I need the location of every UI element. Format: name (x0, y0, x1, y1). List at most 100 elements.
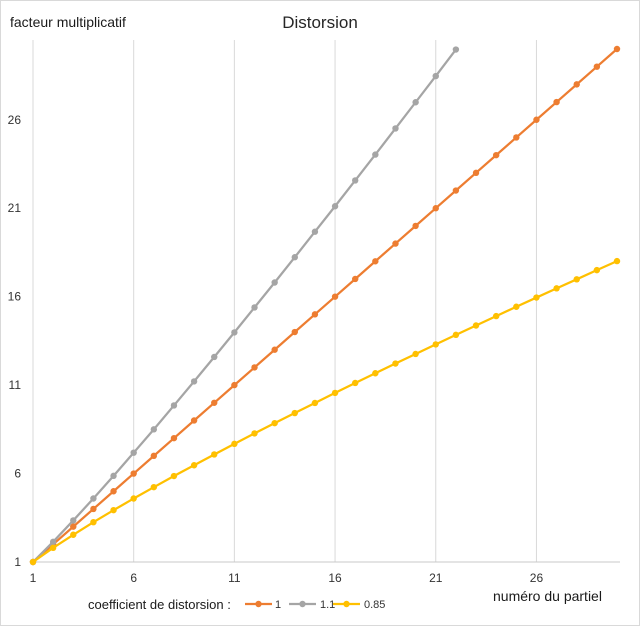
data-point (190, 462, 198, 469)
data-point (190, 417, 198, 424)
data-point (211, 353, 218, 361)
data-point (472, 322, 480, 329)
legend-title: coefficient de distorsion : (88, 597, 231, 612)
data-point (452, 187, 460, 194)
series-0-85 (29, 257, 621, 566)
y-tick-label: 6 (14, 467, 21, 481)
data-point (593, 266, 601, 274)
x-tick-label: 26 (530, 571, 544, 585)
data-point (372, 370, 379, 377)
data-point (70, 523, 77, 530)
data-point (70, 517, 77, 524)
y-tick-label: 11 (9, 378, 22, 392)
x-tick-label: 16 (328, 571, 342, 585)
gridlines (32, 40, 537, 562)
data-point (331, 203, 339, 210)
data-point (513, 303, 520, 310)
data-point (352, 379, 359, 387)
data-point (110, 472, 117, 480)
data-point (291, 409, 298, 417)
data-point (231, 329, 238, 336)
legend-item-1: 1 (245, 599, 281, 611)
data-point (372, 151, 379, 158)
data-point (251, 430, 258, 437)
data-point (392, 125, 399, 132)
data-point (513, 134, 520, 141)
chart-title: Distorsion (282, 13, 358, 32)
x-tick-labels: 1 6 11 16 21 26 (30, 571, 544, 585)
data-point (412, 99, 419, 106)
data-point (70, 531, 77, 538)
data-point (211, 451, 218, 458)
data-point (150, 452, 158, 460)
legend-marker-1-1 (299, 600, 306, 608)
data-point (533, 294, 540, 301)
data-point (553, 98, 560, 106)
data-point (170, 472, 178, 480)
x-tick-label: 6 (130, 571, 137, 585)
data-point (593, 63, 601, 70)
data-point (90, 505, 97, 513)
data-point (49, 538, 57, 546)
y-tick-label: 26 (8, 113, 22, 127)
x-tick-label: 21 (429, 571, 443, 585)
plot-area (29, 45, 621, 566)
x-tick-label: 1 (30, 571, 37, 585)
data-point (412, 222, 419, 230)
data-point (190, 378, 198, 385)
x-axis-title: numéro du partiel (493, 588, 602, 604)
legend-label-1: 1 (275, 599, 281, 611)
data-point (432, 341, 439, 348)
legend-marker-1 (255, 600, 262, 608)
data-point (211, 399, 218, 406)
data-point (432, 205, 439, 212)
data-point (553, 285, 560, 292)
data-point (251, 364, 258, 371)
series-line-1-1 (31, 48, 458, 564)
data-point (90, 519, 97, 526)
legend: coefficient de distorsion : 1 1.1 0.85 (88, 597, 385, 612)
data-point (311, 228, 319, 235)
series-line-0-85 (31, 259, 619, 564)
legend-item-0-85: 0.85 (333, 599, 385, 611)
data-point (231, 381, 238, 389)
data-point (231, 440, 238, 448)
y-tick-label: 16 (8, 290, 22, 304)
legend-label-1-1: 1.1 (320, 599, 335, 611)
data-point (613, 257, 621, 265)
y-axis-title: facteur multiplicatif (10, 14, 126, 30)
data-point (331, 389, 339, 397)
data-point (110, 488, 117, 495)
data-point (110, 506, 117, 514)
data-point (291, 254, 298, 261)
data-point (452, 331, 460, 339)
data-point (311, 311, 319, 318)
data-point (352, 275, 359, 283)
data-point (492, 312, 500, 320)
series-line-1 (31, 47, 619, 564)
data-point (150, 483, 158, 491)
data-point (90, 495, 97, 502)
y-tick-label: 1 (14, 555, 21, 569)
legend-label-0-85: 0.85 (364, 599, 385, 611)
x-tick-label: 11 (228, 571, 241, 585)
data-point (130, 495, 137, 502)
data-point (29, 558, 37, 566)
data-point (412, 350, 419, 358)
data-point (392, 360, 399, 367)
legend-marker-0-85 (343, 600, 350, 608)
data-point (291, 328, 298, 336)
data-point (331, 293, 339, 300)
data-point (492, 151, 500, 159)
data-point (573, 81, 580, 88)
data-point (311, 399, 319, 407)
data-point (613, 45, 621, 53)
data-point (49, 544, 57, 552)
data-point (170, 434, 178, 442)
data-point (573, 276, 580, 283)
data-point (452, 46, 460, 53)
data-point (352, 177, 359, 184)
